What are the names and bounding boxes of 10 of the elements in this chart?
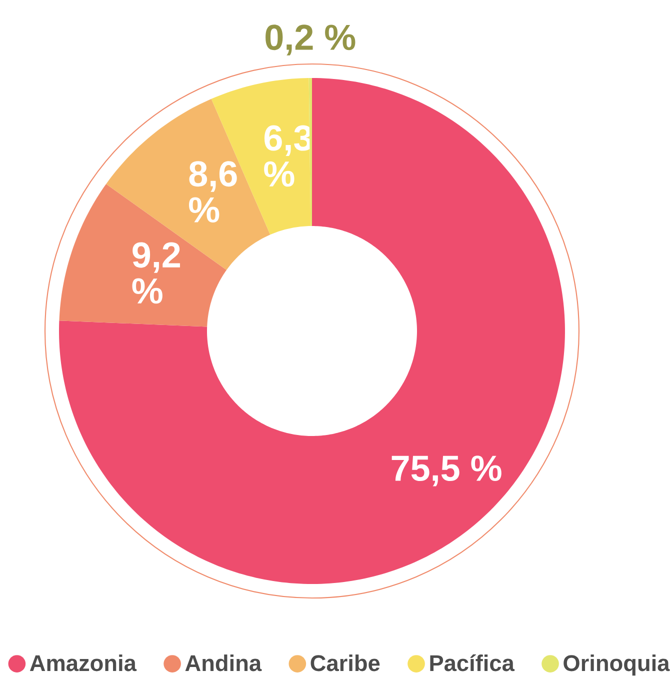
data-label: 0,2 %: [266, 24, 356, 56]
legend-label: Amazonia: [30, 654, 137, 672]
legend-label: Caribe: [310, 654, 380, 672]
legend-label: Orinoquia: [564, 654, 670, 676]
data-label: 6,3 %: [264, 125, 312, 187]
legend-label: Pacífica: [430, 654, 515, 672]
data-label: 9,2 %: [132, 242, 180, 304]
legend-label: Andina: [185, 654, 262, 672]
data-label: 8,6 %: [189, 161, 237, 223]
data-label: 75,5 %: [392, 456, 502, 486]
